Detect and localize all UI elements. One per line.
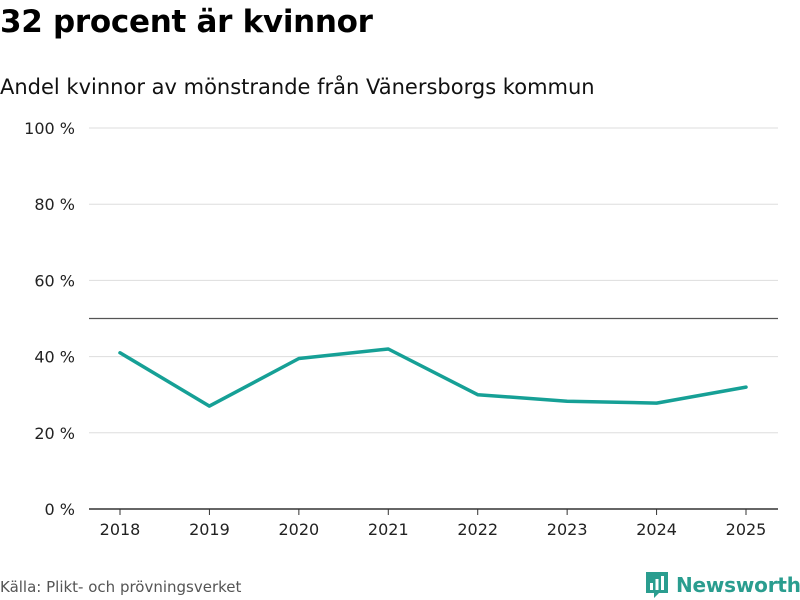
y-tick-label: 60 % bbox=[34, 271, 75, 290]
newsworthy-logo-icon bbox=[646, 572, 668, 598]
x-tick-label: 2020 bbox=[278, 520, 319, 539]
y-tick-label: 100 % bbox=[24, 119, 75, 138]
brand-logo: Newsworthy bbox=[644, 570, 800, 600]
x-tick-label: 2024 bbox=[636, 520, 677, 539]
y-tick-label: 20 % bbox=[34, 424, 75, 443]
y-tick-label: 0 % bbox=[45, 500, 75, 519]
x-tick-label: 2022 bbox=[457, 520, 498, 539]
line-chart: 0 % 20 % 40 % 60 % 80 % 100 % 2018 2019 2020 2021… bbox=[24, 119, 778, 539]
x-tick-label: 2019 bbox=[189, 520, 230, 539]
source-note: Källa: Plikt- och prövningsverket bbox=[0, 578, 242, 596]
y-tick-label: 80 % bbox=[34, 195, 75, 214]
chart-title: 32 procent är kvinnor bbox=[0, 4, 373, 40]
x-tick-label: 2021 bbox=[368, 520, 409, 539]
x-tick-label: 2023 bbox=[547, 520, 588, 539]
x-tick-label: 2025 bbox=[726, 520, 767, 539]
chart-subtitle: Andel kvinnor av mönstrande från Vänersb… bbox=[0, 75, 595, 99]
brand-name: Newsworthy bbox=[676, 573, 800, 597]
x-tick-label: 2018 bbox=[100, 520, 141, 539]
y-tick-label: 40 % bbox=[34, 348, 75, 367]
series-line bbox=[118, 347, 748, 408]
